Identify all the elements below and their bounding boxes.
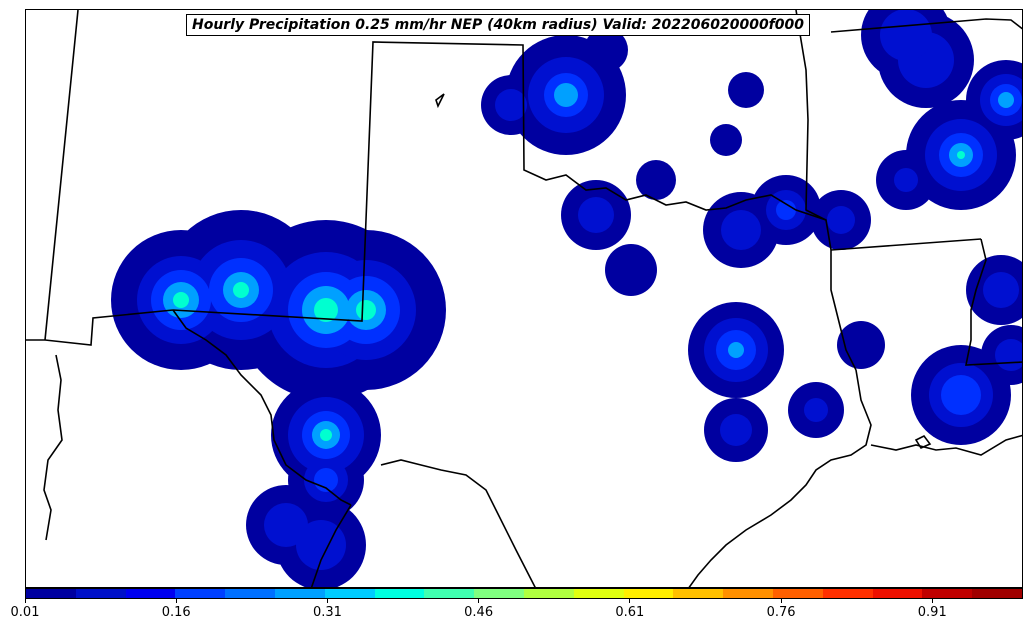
lake <box>914 434 932 450</box>
coastline <box>688 369 872 587</box>
precip-contour <box>720 414 752 446</box>
precip-contour <box>554 83 578 107</box>
precip-contour <box>728 342 744 358</box>
colorbar-tick-label: 0.76 <box>751 599 811 620</box>
state-border <box>44 10 79 341</box>
precip-contour <box>578 197 614 233</box>
colorbar-segment <box>274 589 325 598</box>
colorbar-segment <box>723 589 773 598</box>
state-border <box>172 41 827 322</box>
colorbar-ticks: 0.01 0.16 0.31 0.46 0.61 0.76 0.91 <box>11 599 1023 629</box>
precip-contour <box>721 210 761 250</box>
colorbar-segment <box>374 589 425 598</box>
colorbar-tick-label: 0.91 <box>902 599 962 620</box>
precip-contour <box>827 206 855 234</box>
precip-contour <box>710 124 742 156</box>
river <box>380 459 536 587</box>
precip-contour <box>264 503 308 547</box>
colorbar-segment <box>922 589 973 598</box>
colorbar-segment <box>474 589 524 598</box>
precip-contour <box>804 398 828 422</box>
colorbar-segment <box>26 589 76 598</box>
precipitation-map <box>26 10 1022 587</box>
colorbar-segment <box>822 589 873 598</box>
colorbar-tick-label: 0.46 <box>449 599 509 620</box>
colorbar-segment <box>125 589 176 598</box>
colorbar-tick-label: 0.61 <box>600 599 660 620</box>
precip-contour <box>356 300 376 320</box>
colorbar <box>25 588 1023 599</box>
precip-contour <box>998 92 1014 108</box>
colorbar-tick-label: 0.01 <box>0 599 55 620</box>
map-title: Hourly Precipitation 0.25 mm/hr NEP (40k… <box>186 14 811 36</box>
state-border <box>43 354 63 541</box>
precip-contour <box>173 292 189 308</box>
precip-contour <box>957 151 965 159</box>
colorbar-segment <box>175 589 226 598</box>
state-border <box>965 238 1022 366</box>
colorbar-segment <box>623 589 674 598</box>
precip-contour <box>636 160 676 200</box>
colorbar-tick-label: 0.16 <box>146 599 206 620</box>
state-border <box>44 309 174 346</box>
coastline <box>870 434 1022 456</box>
state-border <box>172 309 352 506</box>
colorbar-segment <box>573 589 624 598</box>
colorbar-segment <box>75 589 126 598</box>
colorbar-tick-label: 0.31 <box>297 599 357 620</box>
precip-contour <box>314 298 338 322</box>
precip-contour <box>941 375 981 415</box>
colorbar-segment <box>324 589 375 598</box>
precip-contour <box>605 244 657 296</box>
precip-contour <box>776 200 796 220</box>
state-border <box>830 238 982 251</box>
colorbar-segment <box>523 589 574 598</box>
state-borders <box>26 10 1022 587</box>
colorbar-segment <box>872 589 923 598</box>
precip-contour <box>233 282 249 298</box>
precip-contour <box>584 28 628 72</box>
lake <box>435 93 445 109</box>
colorbar-segment <box>772 589 823 598</box>
state-border <box>830 18 1022 33</box>
precip-contour <box>296 520 346 570</box>
colorbar-segment <box>673 589 724 598</box>
precip-contour <box>728 72 764 108</box>
precip-contour <box>983 272 1019 308</box>
precip-contour <box>894 168 918 192</box>
precip-layer <box>111 10 1022 587</box>
precip-contour <box>320 429 332 441</box>
state-border <box>310 504 352 587</box>
precip-contour <box>880 10 932 61</box>
colorbar-segment <box>424 589 475 598</box>
colorbar-segment <box>972 589 1022 598</box>
map-panel[interactable] <box>25 9 1023 588</box>
precip-contour <box>495 89 527 121</box>
colorbar-segment <box>225 589 275 598</box>
